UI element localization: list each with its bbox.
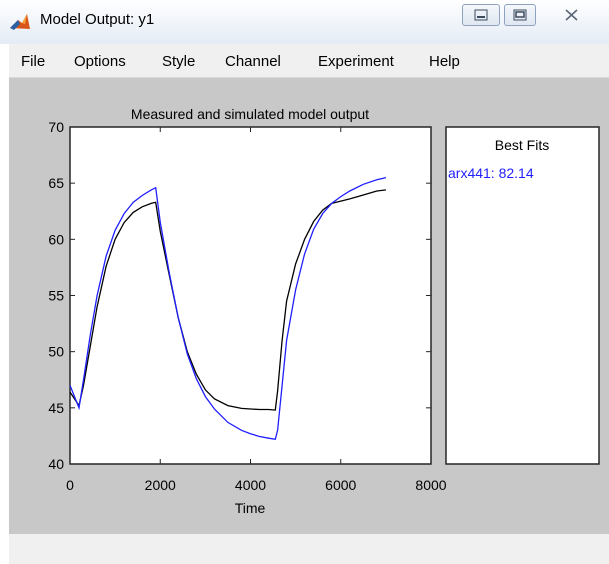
x-tick-label: 2000 — [145, 477, 176, 493]
y-tick-label: 50 — [48, 344, 64, 360]
x-tick-label: 0 — [66, 477, 74, 493]
x-tick-label: 8000 — [415, 477, 446, 493]
status-strip — [9, 534, 609, 564]
y-tick-label: 45 — [48, 400, 64, 416]
plot-axes-box[interactable] — [70, 127, 431, 464]
x-tick-label: 4000 — [235, 477, 266, 493]
y-tick-label: 65 — [48, 175, 64, 191]
plot-title: Measured and simulated model output — [131, 106, 369, 122]
y-tick-label: 40 — [48, 456, 64, 472]
y-tick-label: 55 — [48, 288, 64, 304]
y-tick-label: 60 — [48, 231, 64, 247]
x-tick-label: 6000 — [325, 477, 356, 493]
y-tick-label: 70 — [48, 119, 64, 135]
best-fits-title: Best Fits — [495, 137, 549, 153]
best-fit-entry[interactable]: arx441: 82.14 — [448, 165, 534, 181]
x-axis-label: Time — [235, 500, 266, 516]
